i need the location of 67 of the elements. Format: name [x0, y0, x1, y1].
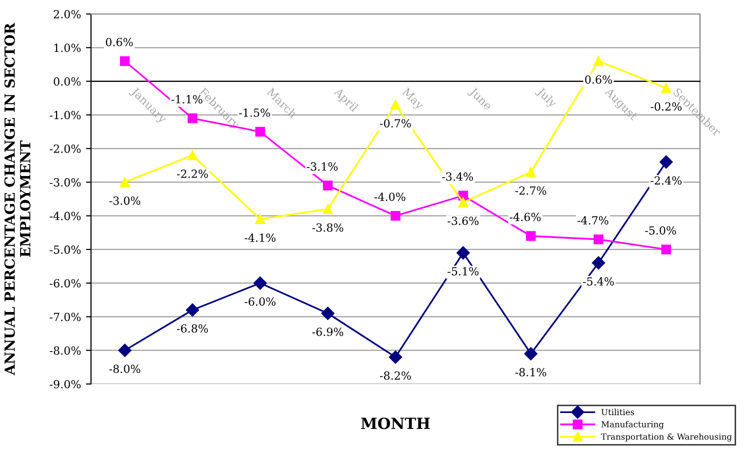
point [526, 167, 536, 177]
data-label: -4.7% [577, 216, 608, 225]
point [390, 210, 400, 221]
point [321, 306, 334, 320]
data-label: -5.1% [448, 267, 479, 276]
point [594, 56, 604, 66]
point [526, 231, 536, 241]
point [188, 113, 198, 124]
data-label: -2.2% [176, 170, 208, 178]
data-label: -4.0% [374, 192, 406, 201]
data-label: -6.8% [176, 324, 208, 333]
point [458, 198, 468, 208]
point [524, 347, 538, 360]
point [255, 126, 266, 137]
point [188, 150, 198, 160]
data-label: -3.6% [448, 216, 479, 226]
data-label: -6.0% [244, 297, 276, 306]
point [322, 204, 333, 214]
y-tick-label: 0.0% [54, 77, 81, 86]
point [254, 276, 267, 290]
point [388, 350, 402, 364]
point [118, 344, 132, 357]
y-tick-label: 1.0% [54, 44, 81, 52]
data-label: -0.7% [380, 119, 411, 128]
y-tick-label: 2.0% [54, 10, 81, 18]
data-label: -8.2% [380, 371, 411, 380]
data-label: -6.9% [312, 328, 344, 336]
legend-label: Manufacturing [601, 420, 664, 430]
point [186, 303, 200, 317]
data-label: -3.1% [306, 162, 338, 171]
point [120, 56, 130, 66]
x-axis-title: MONTH [361, 418, 430, 430]
point [456, 246, 470, 260]
y-axis-title: ANNUAL PERCENTAGE CHANGE IN SECTOR EMPLOYMENT [4, 22, 30, 376]
y-tick-label: -7.0% [50, 312, 81, 322]
legend-label: Utilities [601, 408, 634, 416]
data-label: -8.1% [515, 368, 546, 376]
y-tick-label: -5.0% [50, 245, 81, 254]
point [322, 180, 333, 190]
data-label: -2.7% [515, 186, 546, 195]
point [660, 155, 673, 169]
point [661, 83, 672, 93]
point [255, 214, 266, 224]
point [120, 177, 130, 188]
data-label: -5.0% [645, 226, 676, 235]
data-label: -4.1% [244, 233, 276, 242]
data-label: 0.6% [106, 38, 133, 46]
point [390, 100, 400, 110]
legend-label: Transportation & Warehousing [601, 433, 732, 442]
y-tick-label: -6.0% [50, 279, 81, 288]
data-label: -4.6% [510, 212, 541, 222]
data-label: -2.4% [650, 176, 682, 185]
point [592, 256, 606, 270]
data-label: 0.6% [585, 75, 612, 84]
data-label: -3.4% [442, 172, 473, 181]
data-label: -8.0% [109, 364, 140, 374]
y-tick-label: -3.0% [50, 178, 81, 187]
y-tick-label: -2.0% [50, 144, 81, 153]
data-label: -3.8% [312, 223, 344, 232]
data-label: -5.4% [582, 277, 614, 286]
y-tick-label: -8.0% [50, 346, 81, 355]
point [594, 234, 604, 244]
y-tick-label: -9.0% [50, 380, 81, 388]
y-tick-label: -4.0% [50, 212, 81, 220]
data-label: -3.0% [109, 196, 140, 205]
y-tick-label: -1.0% [50, 110, 81, 120]
point [661, 244, 672, 254]
